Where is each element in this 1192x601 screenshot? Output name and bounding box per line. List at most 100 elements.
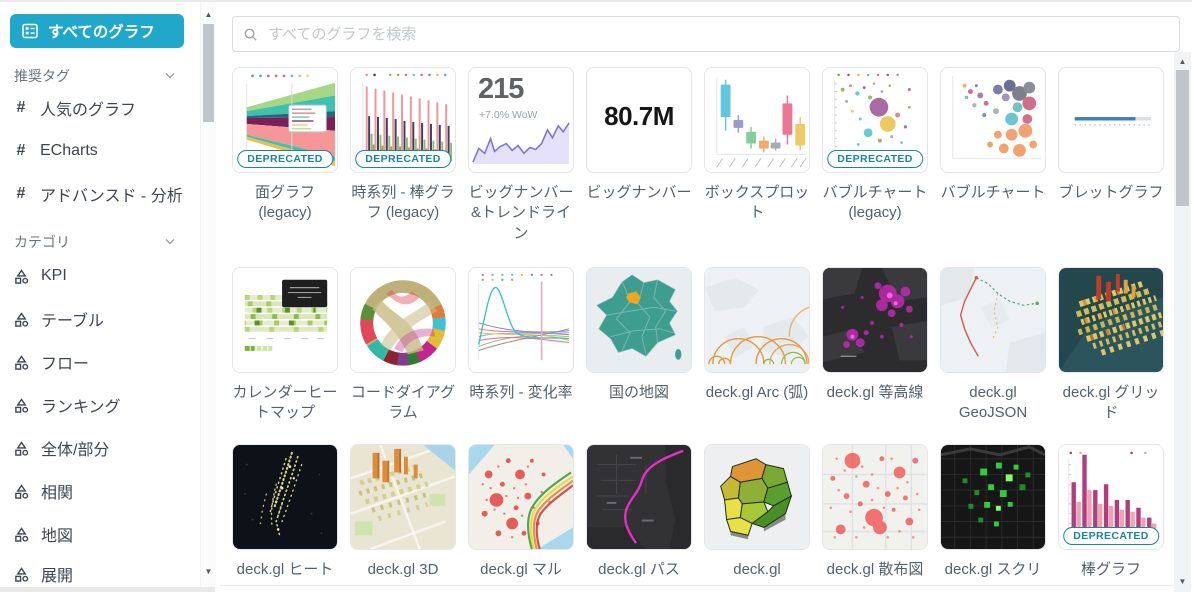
- chart-card-label: バブルチャート (legacy): [822, 184, 928, 222]
- chart-card-big-number[interactable]: 80.7M ビッグナンバー: [586, 67, 692, 244]
- deprecated-badge: DEPRECATED: [827, 150, 923, 168]
- categories-section-header[interactable]: カテゴリ: [14, 232, 176, 252]
- chart-card-label: deck.gl グリッド: [1062, 384, 1160, 422]
- sidebar-scrollbar[interactable]: ▲ ▼: [200, 2, 216, 587]
- chart-card-calendar-heatmap[interactable]: カレンダーヒートマップ: [232, 267, 338, 424]
- chart-card-label: deck.gl GeoJSON: [958, 384, 1028, 422]
- chart-card-deckgl-multiple[interactable]: deck.gl マル: [468, 444, 574, 580]
- sidebar-item-advanced-analytics[interactable]: # アドバンスド - 分析: [14, 184, 183, 205]
- sidebar-item-label: フロー: [41, 356, 90, 373]
- chart-thumbnail-deckgl-screengrid: [940, 444, 1046, 550]
- sidebar-item-label: アドバンスド - 分析: [40, 188, 183, 205]
- chart-card-deckgl-scatter[interactable]: deck.gl 散布図: [822, 444, 928, 580]
- sidebar-item-label: 展開: [41, 568, 74, 585]
- sidebar-item-correlation[interactable]: 相関: [14, 481, 74, 502]
- chart-card-ts-percent-change[interactable]: 時系列 - 変化率: [468, 267, 574, 424]
- chart-card-deckgl-heatmap[interactable]: deck.gl ヒート: [232, 444, 338, 580]
- chart-card-bar-legacy[interactable]: DEPRECATED 棒グラフ: [1058, 444, 1164, 580]
- chevron-down-icon: [164, 72, 176, 80]
- chart-card-deckgl-screengrid[interactable]: deck.gl スクリ: [940, 444, 1046, 580]
- window-top-border: [0, 0, 1192, 2]
- category-icon: [14, 397, 29, 413]
- scroll-down-icon[interactable]: ▼: [204, 567, 213, 576]
- sidebar-item-kpi[interactable]: KPI: [14, 266, 67, 286]
- sidebar-item-echarts[interactable]: # ECharts: [14, 141, 98, 161]
- chart-thumbnail-ts-bar-legacy: DEPRECATED: [350, 67, 456, 173]
- sidebar-item-popular[interactable]: # 人気のグラフ: [14, 98, 137, 119]
- chart-card-bubble[interactable]: バブルチャート: [940, 67, 1046, 244]
- chart-thumbnail-deckgl-path: [586, 444, 692, 550]
- chart-thumbnail-bar-legacy: DEPRECATED: [1058, 444, 1164, 550]
- chart-card-label: 面グラフ (legacy): [254, 184, 315, 222]
- sidebar-scrollbar-thumb[interactable]: [203, 24, 214, 122]
- sidebar-item-label: テーブル: [41, 313, 105, 330]
- sidebar-item-label: ECharts: [40, 142, 98, 159]
- chart-card-bullet[interactable]: ブレットグラフ: [1058, 67, 1164, 244]
- deprecated-badge: DEPRECATED: [1063, 527, 1159, 545]
- deprecated-badge: DEPRECATED: [237, 150, 333, 168]
- chart-card-deckgl-contour[interactable]: deck.gl 等高線: [822, 267, 928, 424]
- category-icon: [14, 354, 29, 370]
- category-icon: [14, 268, 29, 284]
- chart-card-ts-bar-legacy[interactable]: DEPRECATED 時系列 - 棒グラフ (legacy): [350, 67, 456, 244]
- chart-card-deckgl-arc[interactable]: deck.gl Arc (弧): [704, 267, 810, 424]
- category-icon: [14, 440, 29, 456]
- tags-section-header[interactable]: 推奨タグ: [14, 66, 176, 86]
- main-scrollbar-thumb[interactable]: [1176, 70, 1189, 206]
- chart-card-label: deck.gl スクリ: [944, 561, 1042, 578]
- sidebar-item-ranking[interactable]: ランキング: [14, 395, 121, 416]
- chart-card-deckgl-path[interactable]: deck.gl パス: [586, 444, 692, 580]
- chart-card-label: 棒グラフ: [1080, 561, 1141, 578]
- all-charts-button[interactable]: すべてのグラフ: [10, 14, 184, 48]
- gallery-icon: [22, 23, 38, 39]
- chart-card-label: deck.gl 3D: [367, 561, 439, 578]
- all-charts-label: すべてのグラフ: [48, 24, 155, 41]
- categories-section-label: カテゴリ: [14, 234, 70, 250]
- chart-card-box-plot[interactable]: ボックスプロット: [704, 67, 810, 244]
- sidebar-item-flow[interactable]: フロー: [14, 352, 90, 373]
- chart-card-label: ブレットグラフ: [1058, 184, 1164, 201]
- sidebar-item-label: 人気のグラフ: [40, 102, 137, 119]
- chevron-down-icon: [164, 238, 176, 246]
- chart-thumbnail-deckgl-arc: [704, 267, 810, 373]
- main-scrollbar[interactable]: ▲ ▼: [1174, 52, 1191, 592]
- category-icon: [14, 483, 29, 499]
- sidebar-item-table[interactable]: テーブル: [14, 309, 105, 330]
- chart-card-bubble-legacy[interactable]: DEPRECATED バブルチャート (legacy): [822, 67, 928, 244]
- chart-card-chord-diagram[interactable]: コードダイアグラム: [350, 267, 456, 424]
- big-number-value: 80.7M: [604, 101, 674, 131]
- search-input[interactable]: [266, 24, 1169, 44]
- category-icon: [14, 311, 29, 327]
- sidebar-item-label: 相関: [41, 485, 74, 502]
- chart-card-deckgl-grid[interactable]: deck.gl グリッド: [1058, 267, 1164, 424]
- search-box: [232, 16, 1180, 52]
- chart-thumbnail-deckgl-3d: [350, 444, 456, 550]
- sidebar-item-part-of-whole[interactable]: 全体/部分: [14, 438, 109, 459]
- chart-thumbnail-big-number: 80.7M: [586, 67, 692, 173]
- chart-card-label: deck.gl マル: [480, 561, 562, 578]
- tags-section-label: 推奨タグ: [14, 68, 70, 84]
- chart-card-area-legacy[interactable]: DEPRECATED 面グラフ (legacy): [232, 67, 338, 244]
- chart-thumbnail-deckgl-grid: [1058, 267, 1164, 373]
- chart-card-country-map[interactable]: 国の地図: [586, 267, 692, 424]
- chart-card-row: DEPRECATED 面グラフ (legacy) DEPRECATED 時系列 …: [232, 67, 1164, 244]
- sidebar-item-evolution[interactable]: 展開: [14, 564, 74, 585]
- chart-card-label: deck.gl ヒート: [236, 561, 334, 578]
- scroll-down-icon[interactable]: ▼: [1178, 577, 1187, 586]
- sidebar: すべてのグラフ 推奨タグ # 人気のグラフ # ECharts # アドバンスド…: [0, 2, 199, 599]
- chart-card-deckgl-geojson[interactable]: deck.gl GeoJSON: [940, 267, 1046, 424]
- scroll-up-icon[interactable]: ▲: [1178, 57, 1187, 66]
- chart-card-label: deck.gl 散布図: [826, 561, 924, 578]
- sidebar-item-label: 地図: [41, 528, 74, 545]
- chart-card-deckgl-polygon[interactable]: deck.gl: [704, 444, 810, 580]
- chart-card-big-number-trendline[interactable]: 215 +7.0% WoW ビッグナンバー&トレンドライン: [468, 67, 574, 244]
- chart-card-deckgl-3d[interactable]: deck.gl 3D: [350, 444, 456, 580]
- search-icon: [243, 27, 258, 42]
- chart-card-label: deck.gl Arc (弧): [705, 384, 809, 401]
- chart-thumbnail-box-plot: [704, 67, 810, 173]
- category-icon: [14, 566, 29, 582]
- sidebar-horizontal-scrollbar[interactable]: [0, 587, 215, 592]
- chart-thumbnail-bubble-legacy: DEPRECATED: [822, 67, 928, 173]
- scroll-up-icon[interactable]: ▲: [204, 10, 213, 19]
- sidebar-item-map[interactable]: 地図: [14, 524, 74, 545]
